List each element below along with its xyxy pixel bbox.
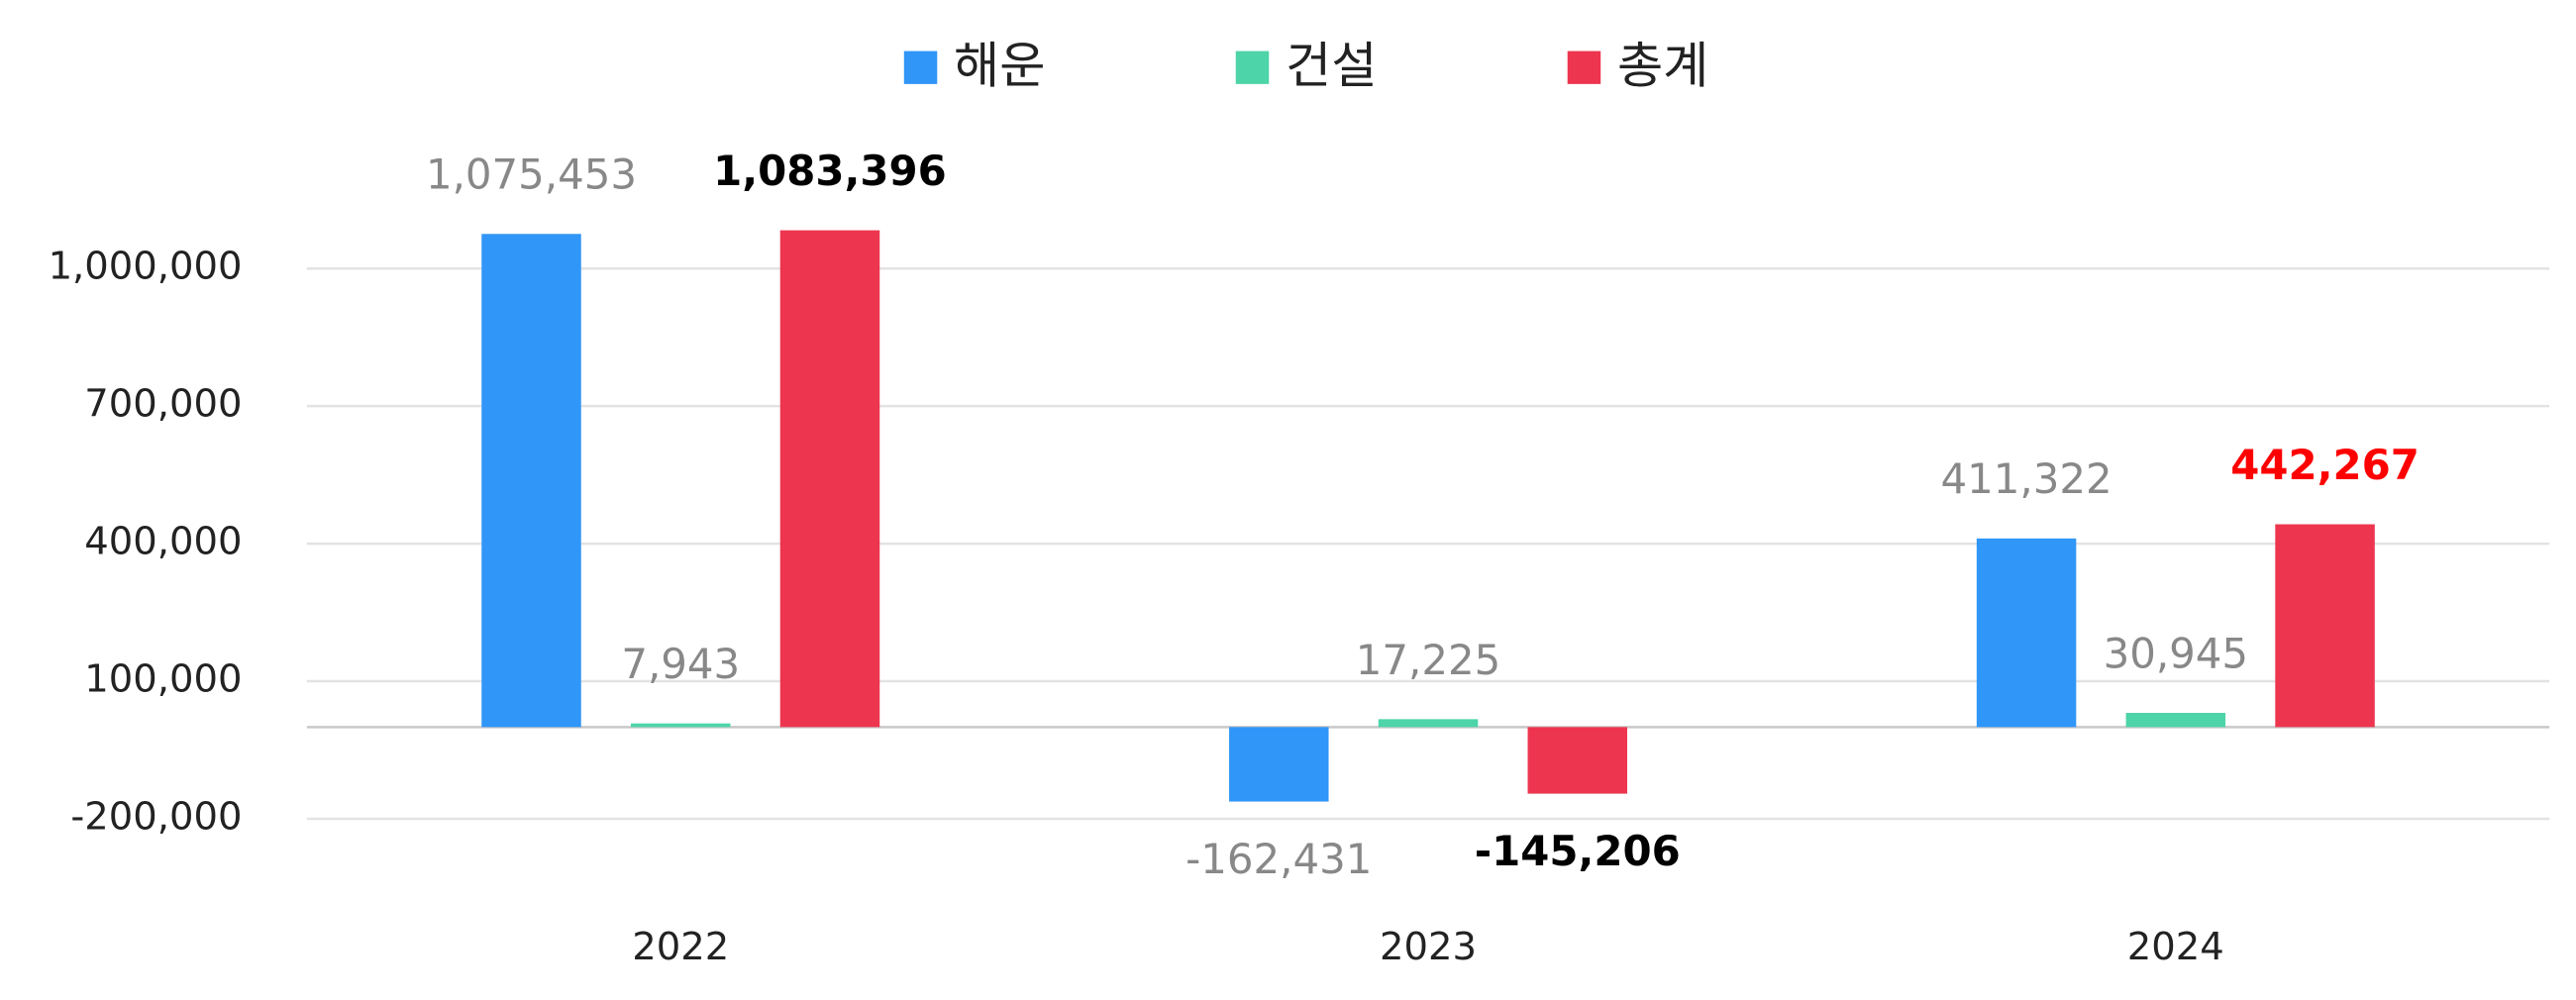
data-label: 7,943 — [621, 640, 740, 688]
bar — [779, 230, 880, 728]
data-label: 30,945 — [2104, 630, 2248, 678]
x-tick-label: 2022 — [632, 925, 729, 969]
data-label: 442,267 — [2230, 441, 2420, 489]
bar — [1527, 727, 1628, 794]
bar — [2275, 524, 2375, 728]
legend-label: 해운 — [954, 37, 1045, 94]
y-tick-label: -200,000 — [70, 795, 242, 840]
data-label: 1,075,453 — [426, 150, 637, 199]
data-label: -145,206 — [1475, 827, 1681, 875]
x-tick-label: 2023 — [1380, 925, 1477, 969]
data-label: 411,322 — [1941, 454, 2112, 503]
x-tick-label: 2024 — [2127, 925, 2224, 969]
legend-swatch — [903, 50, 938, 84]
legend-swatch — [1567, 50, 1601, 84]
data-label: 17,225 — [1356, 636, 1500, 684]
data-label: 1,083,396 — [713, 147, 947, 195]
y-tick-label: 1,000,000 — [49, 245, 243, 289]
legend-swatch — [1235, 50, 1270, 84]
bar — [1229, 727, 1329, 802]
bar — [2125, 713, 2226, 728]
y-tick-label: 700,000 — [84, 382, 242, 427]
legend-label: 건설 — [1286, 37, 1377, 94]
bar — [1378, 719, 1479, 728]
bar — [630, 723, 731, 728]
y-tick-label: 400,000 — [84, 520, 242, 564]
legend-label: 총계 — [1617, 37, 1708, 94]
bar — [481, 234, 581, 728]
bar — [1976, 538, 2077, 728]
y-tick-label: 100,000 — [84, 657, 242, 702]
data-label: -162,431 — [1185, 835, 1372, 883]
